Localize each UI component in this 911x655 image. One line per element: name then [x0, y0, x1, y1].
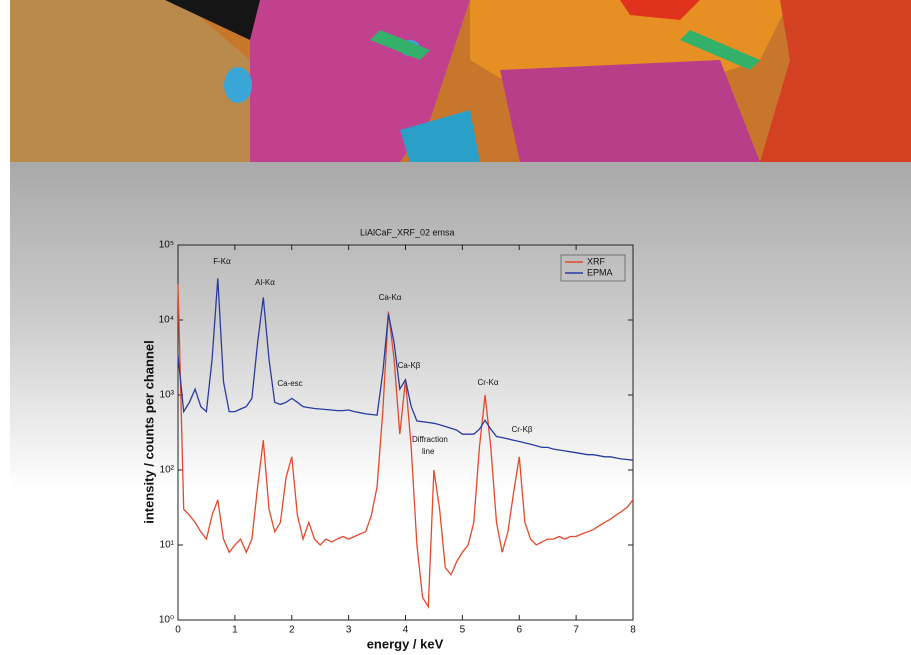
- x-tick-label: 0: [175, 625, 181, 636]
- chart: LiAlCaF_XRF_02 emsa energy / keV intensi…: [0, 0, 911, 655]
- chart-title: LiAlCaF_XRF_02 emsa: [360, 227, 455, 237]
- x-tick-label: 8: [630, 625, 636, 636]
- x-tick-label: 7: [573, 625, 579, 636]
- y-tick-label: 10²: [160, 465, 175, 476]
- annotation: Ca-Kβ: [398, 361, 421, 370]
- x-tick-label: 1: [232, 625, 238, 636]
- y-tick-label: 10⁵: [159, 240, 174, 251]
- x-tick-label: 5: [460, 625, 466, 636]
- x-tick-label: 2: [289, 625, 295, 636]
- annotation: Cr-Kβ: [511, 425, 532, 434]
- annotation: Ca-esc: [277, 379, 302, 388]
- x-axis-label: energy / keV: [367, 636, 444, 651]
- y-axis-label: intensity / counts per channel: [141, 340, 156, 523]
- y-tick-label: 10¹: [160, 540, 175, 551]
- annotation: Ca-Kα: [379, 293, 402, 302]
- legend-label: EPMA: [587, 267, 613, 277]
- annotation: F-Kα: [213, 257, 231, 266]
- y-tick-label: 10⁰: [159, 615, 174, 626]
- y-tick-label: 10³: [160, 390, 175, 401]
- x-tick-label: 3: [346, 625, 352, 636]
- y-tick-label: 10⁴: [159, 315, 174, 326]
- x-tick-label: 4: [403, 625, 409, 636]
- x-tick-label: 6: [516, 625, 522, 636]
- legend-label: XRF: [587, 256, 606, 266]
- annotation: Cr-Kα: [477, 378, 498, 387]
- annotation: Al-Kα: [255, 278, 275, 287]
